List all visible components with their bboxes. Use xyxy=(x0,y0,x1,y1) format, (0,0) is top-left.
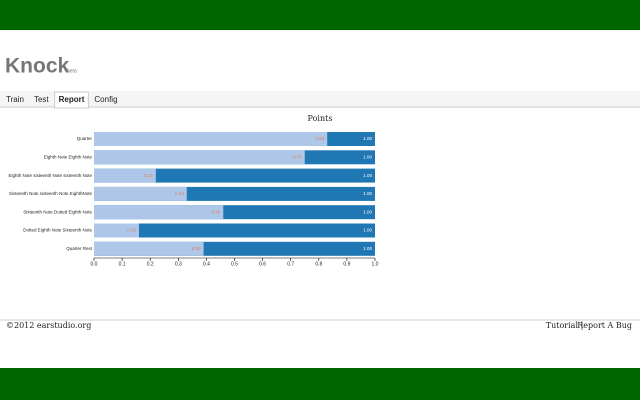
top-band xyxy=(0,0,640,30)
value-label: 0.39 xyxy=(192,246,201,251)
chart-title: Points xyxy=(308,114,333,123)
active-tab xyxy=(54,91,89,109)
bar xyxy=(94,241,204,256)
x-tick-label: 0.8 xyxy=(315,261,322,267)
tab-bar xyxy=(0,91,640,107)
category-label: Eighth Note Eighth Note xyxy=(44,154,93,159)
x-tick-label: 0.4 xyxy=(203,261,210,267)
x-tick-label: 0.0 xyxy=(91,261,98,267)
x-tick-label: 0.1 xyxy=(119,261,126,267)
bar xyxy=(94,186,187,201)
category-label: Sixteenth Note Dotted Eighth Note xyxy=(23,209,92,214)
x-tick-label: 0.2 xyxy=(147,261,154,267)
value-label: 0.83 xyxy=(315,136,324,141)
value-label: 0.46 xyxy=(211,209,220,214)
x-tick-label: 0.7 xyxy=(287,261,294,267)
value-label: 0.75 xyxy=(293,154,302,159)
category-label: Dotted Eighth Note Sixteenth Note xyxy=(23,228,92,233)
value-label: 1.00 xyxy=(363,228,372,233)
tab[interactable]: Train xyxy=(6,95,24,104)
bar xyxy=(94,205,224,220)
tab[interactable]: Test xyxy=(34,95,49,104)
value-label: 0.22 xyxy=(144,173,153,178)
value-label: 1.00 xyxy=(363,173,372,178)
tab[interactable]: Report xyxy=(59,95,85,104)
separator: | xyxy=(581,321,584,330)
value-label: 1.00 xyxy=(363,209,372,214)
bar xyxy=(94,223,139,238)
value-label: 1.00 xyxy=(363,154,372,159)
category-label: Sixteenth Note sixteenth Note EighthNote xyxy=(9,191,93,196)
footer-link[interactable]: Tutorial xyxy=(546,321,579,330)
category-label: Quarter xyxy=(77,136,93,141)
x-tick-label: 0.6 xyxy=(259,261,266,267)
footer-link[interactable]: Report A Bug xyxy=(577,321,632,330)
badge: beta xyxy=(67,68,77,74)
bar xyxy=(94,223,375,238)
bar xyxy=(94,150,305,165)
category-label: Quarter Rest xyxy=(66,246,93,251)
category-label: Eighth Note sixteenth Note sixteenth Not… xyxy=(8,173,92,178)
value-label: 0.16 xyxy=(127,228,136,233)
value-label: 0.33 xyxy=(175,191,184,196)
tab[interactable]: Config xyxy=(94,95,117,104)
bar xyxy=(94,168,375,183)
value-label: 1.00 xyxy=(363,136,372,141)
value-label: 1.00 xyxy=(363,191,372,196)
bar xyxy=(94,132,328,146)
copyright: ©2012 earstudio.org xyxy=(6,321,91,330)
bar xyxy=(94,168,156,183)
x-tick-label: 0.9 xyxy=(343,261,350,267)
x-tick-label: 1.0 xyxy=(372,261,379,267)
value-label: 1.00 xyxy=(363,246,372,251)
x-tick-label: 0.3 xyxy=(175,261,182,267)
bottom-band xyxy=(0,368,640,400)
x-tick-label: 0.5 xyxy=(231,261,238,267)
app-name: Knock xyxy=(5,55,70,78)
